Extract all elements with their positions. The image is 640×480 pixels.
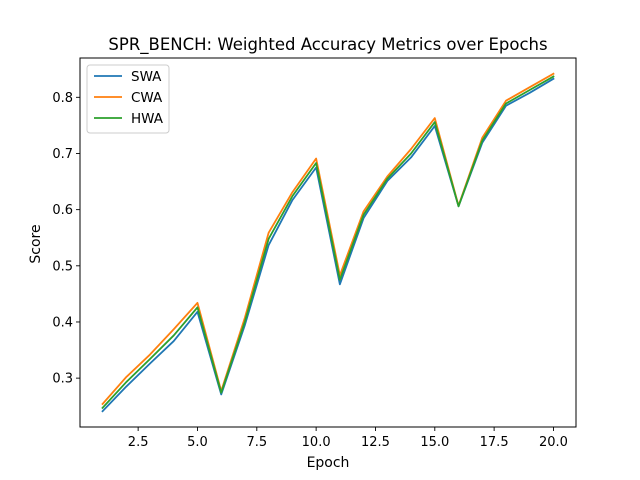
x-tick-label: 12.5 bbox=[361, 435, 390, 450]
chart-title: SPR_BENCH: Weighted Accuracy Metrics ove… bbox=[108, 35, 547, 55]
y-tick-label: 0.6 bbox=[52, 203, 73, 218]
y-tick-label: 0.7 bbox=[52, 147, 73, 162]
x-axis: 2.5 5.0 7.5 10.0 12.5 15.0 17.5 20.0 bbox=[128, 427, 568, 450]
y-axis-label: Score bbox=[28, 224, 44, 263]
x-tick-label: 5.0 bbox=[187, 435, 208, 450]
legend-label-hwa: HWA bbox=[131, 111, 164, 127]
x-tick-label: 7.5 bbox=[246, 435, 267, 450]
y-tick-label: 0.4 bbox=[52, 315, 73, 330]
series-line-hwa bbox=[101, 75, 555, 410]
legend-label-cwa: CWA bbox=[131, 90, 163, 106]
x-tick-label: 20.0 bbox=[539, 435, 568, 450]
legend: SWA CWA HWA bbox=[86, 64, 170, 134]
y-tick-label: 0.3 bbox=[52, 372, 73, 387]
legend-label-swa: SWA bbox=[131, 69, 162, 85]
y-axis: 0.3 0.4 0.5 0.6 0.7 0.8 bbox=[52, 91, 80, 387]
x-tick-label: 2.5 bbox=[128, 435, 149, 450]
x-axis-label: Epoch bbox=[307, 455, 350, 471]
y-tick-label: 0.8 bbox=[52, 91, 73, 106]
legend-box bbox=[86, 64, 170, 134]
y-tick-label: 0.5 bbox=[52, 259, 73, 274]
x-tick-label: 15.0 bbox=[420, 435, 449, 450]
axes-frame bbox=[79, 57, 577, 428]
x-tick-label: 10.0 bbox=[302, 435, 331, 450]
plot-area bbox=[79, 57, 577, 428]
x-tick-label: 17.5 bbox=[480, 435, 509, 450]
